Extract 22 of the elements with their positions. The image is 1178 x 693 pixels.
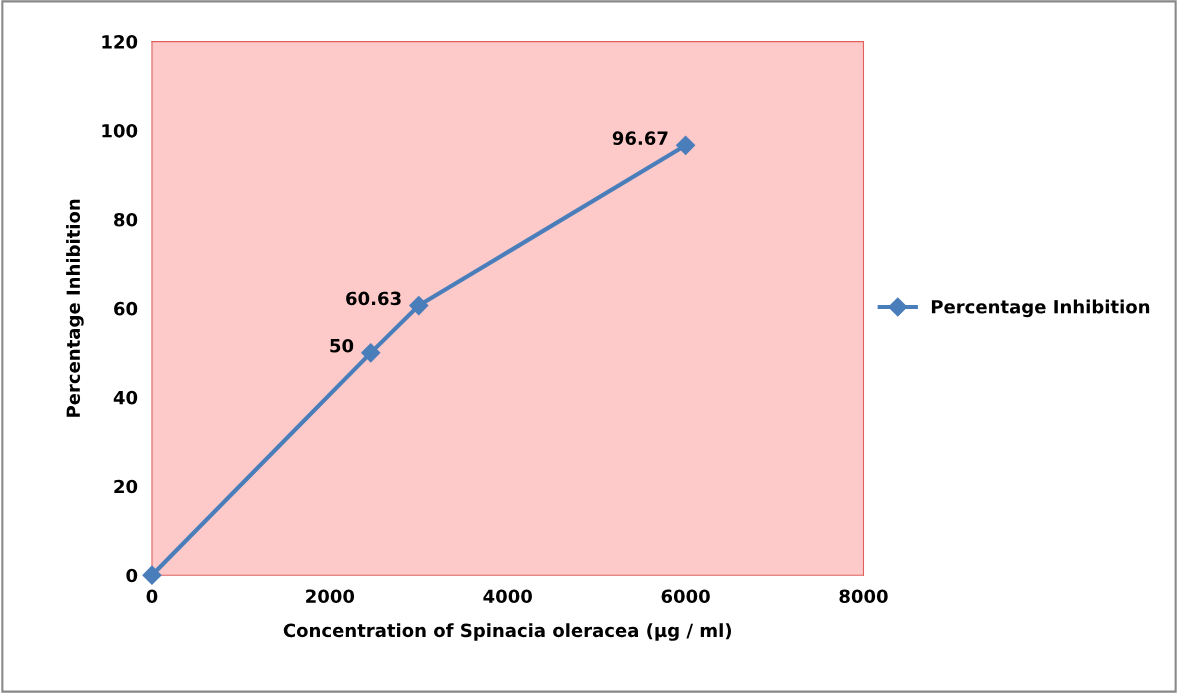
point xyxy=(361,343,381,363)
data-label: 50 xyxy=(330,338,354,353)
y-tick-label: 100 xyxy=(102,123,138,138)
data-label: 96.67 xyxy=(612,131,668,146)
y-tick-label: 120 xyxy=(102,35,138,49)
y-tick-label: 0 xyxy=(126,568,138,583)
data-label: 60.63 xyxy=(346,291,401,306)
y-tick-label: 60 xyxy=(114,301,138,316)
x-axis-title: Concentration of Spinacia oleracea (µg / ml) xyxy=(283,623,732,641)
point xyxy=(142,565,162,585)
x-tick-label: 2000 xyxy=(306,589,355,604)
x-tick-label: 8000 xyxy=(839,589,888,604)
legend-label: Percentage Inhibition xyxy=(931,299,1150,318)
y-tick-label: 20 xyxy=(114,479,138,494)
point xyxy=(676,135,696,155)
y-axis-title: Percentage Inhibition xyxy=(66,199,84,417)
y-tick-label: 80 xyxy=(114,212,138,227)
y-tick-label: 40 xyxy=(113,390,138,405)
x-tick-label: 0 xyxy=(146,589,158,604)
x-tick-label: 4000 xyxy=(483,589,532,604)
point xyxy=(409,296,429,316)
x-tick-label: 6000 xyxy=(661,589,710,604)
